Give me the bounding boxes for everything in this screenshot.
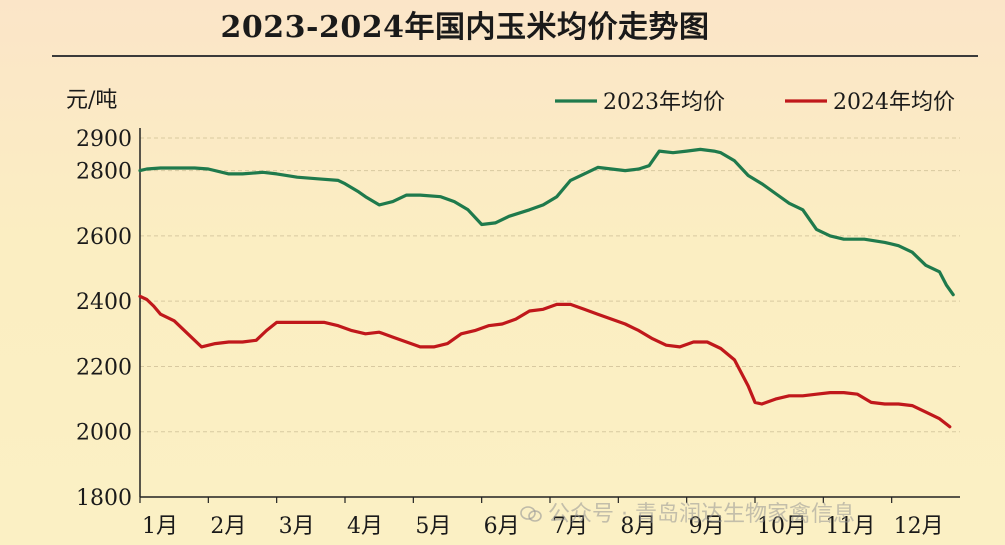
x-tick-label: 12月 <box>894 514 944 539</box>
title-divider <box>52 55 978 57</box>
watermark-text: 公众号 · 青岛润达生物家禽信息 <box>548 502 855 527</box>
x-tick-label: 4月 <box>347 514 383 539</box>
legend: 2023年均价 2024年均价 <box>555 90 955 115</box>
x-tick-label: 2月 <box>210 514 246 539</box>
x-tick-label: 9月 <box>689 514 725 539</box>
watermark: 公众号 · 青岛润达生物家禽信息 <box>520 496 855 528</box>
series-line-2 <box>138 294 952 429</box>
series-lines <box>138 147 955 429</box>
y-tick-label: 2900 <box>76 127 132 152</box>
x-tick-label: 3月 <box>279 514 315 539</box>
y-tick-label: 1800 <box>76 486 132 511</box>
x-tick-label: 7月 <box>552 514 588 539</box>
x-tick-label: 8月 <box>620 514 656 539</box>
x-tick-label: 10月 <box>757 514 807 539</box>
chart-title: 2023-2024年国内玉米均价走势图 <box>220 10 710 45</box>
x-tick-label: 1月 <box>142 514 178 539</box>
y-tick-label: 2000 <box>76 421 132 446</box>
legend-label: 2023年均价 <box>603 90 725 115</box>
gridlines <box>140 137 960 433</box>
y-tick-label: 2200 <box>76 355 132 380</box>
series-line-1 <box>138 147 955 297</box>
x-tick-label: 11月 <box>825 514 875 539</box>
x-tick-label: 6月 <box>484 514 520 539</box>
y-tick-label: 2600 <box>76 225 132 250</box>
y-tick-label: 2800 <box>76 160 132 185</box>
y-axis-label: 元/吨 <box>66 88 117 113</box>
legend-label: 2024年均价 <box>833 90 955 115</box>
axes: 1800 2000 2200 2400 2600 2800 2900 元/吨 1月 2月 3月 4月 5… <box>66 88 960 539</box>
y-tick-label: 2400 <box>76 290 132 315</box>
x-tick-label: 5月 <box>415 514 451 539</box>
wechat-icon <box>520 506 542 522</box>
